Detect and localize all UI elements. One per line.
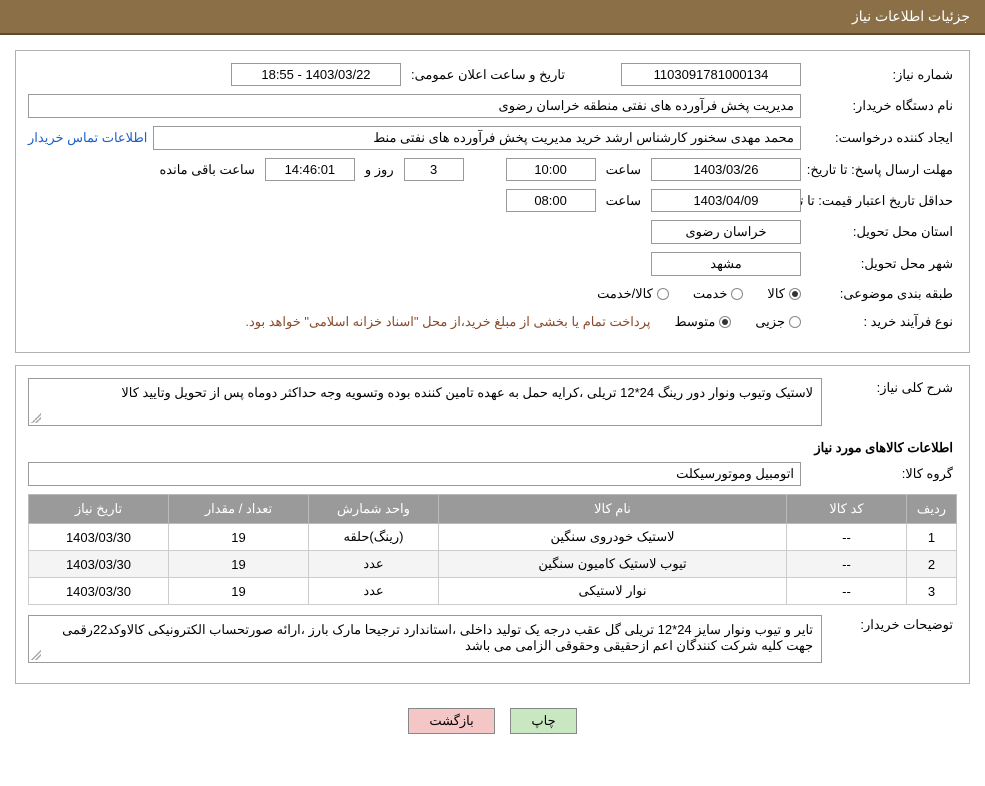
table-row: 3--نوار لاستیکیعدد191403/03/30 xyxy=(29,578,957,605)
table-cell: لاستیک خودروی سنگین xyxy=(439,524,787,551)
group-field: اتومبیل وموتورسیکلت xyxy=(28,462,801,486)
table-column-header: واحد شمارش xyxy=(309,495,439,524)
buyer-notes-text: تایر و تیوب ونوار سایز 24*12 تریلی گل عق… xyxy=(62,622,813,653)
resize-handle-icon[interactable] xyxy=(31,650,41,660)
need-desc-text: لاستیک وتیوب ونوار دور رینگ 24*12 تریلی … xyxy=(121,385,813,400)
radio-icon xyxy=(789,288,801,300)
announce-field: 1403/03/22 - 18:55 xyxy=(231,63,401,86)
buyer-org-label: نام دستگاه خریدار: xyxy=(807,96,957,116)
table-cell: 19 xyxy=(169,551,309,578)
row-buyer-org: نام دستگاه خریدار: مدیریت پخش فرآورده ها… xyxy=(28,94,957,118)
reply-date-field: 1403/03/26 xyxy=(651,158,801,181)
radio-icon xyxy=(719,316,731,328)
reply-time-field: 10:00 xyxy=(506,158,596,181)
days-and-label: روز و xyxy=(361,160,398,180)
group-label: گروه کالا: xyxy=(807,464,957,484)
page-header: جزئیات اطلاعات نیاز xyxy=(0,0,985,35)
table-cell: 1403/03/30 xyxy=(29,524,169,551)
table-cell: -- xyxy=(787,524,907,551)
table-column-header: نام کالا xyxy=(439,495,787,524)
announce-label: تاریخ و ساعت اعلان عمومی: xyxy=(407,65,569,85)
items-panel: شرح کلی نیاز: لاستیک وتیوب ونوار دور رین… xyxy=(15,365,970,684)
table-cell: -- xyxy=(787,551,907,578)
city-field: مشهد xyxy=(651,252,801,276)
page-title: جزئیات اطلاعات نیاز xyxy=(852,8,970,24)
province-label: استان محل تحویل: xyxy=(807,222,957,242)
category-label: طبقه بندی موضوعی: xyxy=(807,284,957,304)
row-group: گروه کالا: اتومبیل وموتورسیکلت xyxy=(28,462,957,486)
table-cell: 1 xyxy=(907,524,957,551)
reply-deadline-label: مهلت ارسال پاسخ: تا تاریخ: xyxy=(807,160,957,180)
table-cell: 19 xyxy=(169,524,309,551)
payment-note: پرداخت تمام یا بخشی از مبلغ خرید،از محل … xyxy=(245,314,650,330)
resize-handle-icon[interactable] xyxy=(31,413,41,423)
details-panel: شماره نیاز: 1103091781000134 تاریخ و ساع… xyxy=(15,50,970,353)
table-cell: 19 xyxy=(169,578,309,605)
table-cell: نوار لاستیکی xyxy=(439,578,787,605)
table-cell: -- xyxy=(787,578,907,605)
requester-field: محمد مهدی سخنور کارشناس ارشد خرید مدیریت… xyxy=(153,126,801,150)
items-table: ردیفکد کالانام کالاواحد شمارشتعداد / مقد… xyxy=(28,494,957,605)
table-body: 1--لاستیک خودروی سنگین(رینگ)حلقه191403/0… xyxy=(29,524,957,605)
radio-goods-service[interactable]: کالا/خدمت xyxy=(597,286,669,302)
row-reply-deadline: مهلت ارسال پاسخ: تا تاریخ: 1403/03/26 سا… xyxy=(28,158,957,181)
row-need-desc: شرح کلی نیاز: لاستیک وتیوب ونوار دور رین… xyxy=(28,378,957,426)
print-button[interactable]: چاپ xyxy=(510,708,576,734)
row-buyer-notes: توضیحات خریدار: تایر و تیوب ونوار سایز 2… xyxy=(28,615,957,663)
countdown-field: 14:46:01 xyxy=(265,158,355,181)
table-cell: 2 xyxy=(907,551,957,578)
row-need-number: شماره نیاز: 1103091781000134 تاریخ و ساع… xyxy=(28,63,957,86)
buyer-org-field: مدیریت پخش فرآورده های نفتی منطقه خراسان… xyxy=(28,94,801,118)
need-desc-label: شرح کلی نیاز: xyxy=(828,378,957,398)
radio-service[interactable]: خدمت xyxy=(693,286,744,302)
hour-label-2: ساعت xyxy=(602,191,645,211)
validity-time-field: 08:00 xyxy=(506,189,596,212)
table-cell: 3 xyxy=(907,578,957,605)
table-column-header: تاریخ نیاز xyxy=(29,495,169,524)
need-number-label: شماره نیاز: xyxy=(807,65,957,85)
table-row: 1--لاستیک خودروی سنگین(رینگ)حلقه191403/0… xyxy=(29,524,957,551)
table-cell: عدد xyxy=(309,578,439,605)
need-desc-textarea[interactable]: لاستیک وتیوب ونوار دور رینگ 24*12 تریلی … xyxy=(28,378,822,426)
table-column-header: کد کالا xyxy=(787,495,907,524)
process-label: نوع فرآیند خرید : xyxy=(807,312,957,332)
items-section-title: اطلاعات کالاهای مورد نیاز xyxy=(28,434,957,462)
contact-link[interactable]: اطلاعات تماس خریدار xyxy=(28,130,147,146)
table-column-header: تعداد / مقدار xyxy=(169,495,309,524)
table-cell: 1403/03/30 xyxy=(29,578,169,605)
buyer-notes-textarea[interactable]: تایر و تیوب ونوار سایز 24*12 تریلی گل عق… xyxy=(28,615,822,663)
table-cell: (رینگ)حلقه xyxy=(309,524,439,551)
row-province: استان محل تحویل: خراسان رضوی xyxy=(28,220,957,244)
table-column-header: ردیف xyxy=(907,495,957,524)
radio-icon xyxy=(657,288,669,300)
row-requester: ایجاد کننده درخواست: محمد مهدی سخنور کار… xyxy=(28,126,957,150)
row-category: طبقه بندی موضوعی: کالا خدمت کالا/خدمت xyxy=(28,284,957,304)
hour-label-1: ساعت xyxy=(602,160,645,180)
province-field: خراسان رضوی xyxy=(651,220,801,244)
row-city: شهر محل تحویل: مشهد xyxy=(28,252,957,276)
buyer-notes-label: توضیحات خریدار: xyxy=(828,615,957,635)
row-process: نوع فرآیند خرید : جزیی متوسط پرداخت تمام… xyxy=(28,312,957,332)
radio-minor[interactable]: جزیی xyxy=(755,314,801,330)
button-row: چاپ بازگشت xyxy=(15,696,970,746)
need-number-field: 1103091781000134 xyxy=(621,63,801,86)
table-cell: تیوب لاستیک کامیون سنگین xyxy=(439,551,787,578)
back-button[interactable]: بازگشت xyxy=(408,708,494,734)
city-label: شهر محل تحویل: xyxy=(807,254,957,274)
radio-icon xyxy=(789,316,801,328)
row-validity: حداقل تاریخ اعتبار قیمت: تا تاریخ: 1403/… xyxy=(28,189,957,212)
radio-icon xyxy=(731,288,743,300)
content-area: شماره نیاز: 1103091781000134 تاریخ و ساع… xyxy=(0,35,985,761)
remaining-label: ساعت باقی مانده xyxy=(155,160,258,180)
table-cell: عدد xyxy=(309,551,439,578)
table-header: ردیفکد کالانام کالاواحد شمارشتعداد / مقد… xyxy=(29,495,957,524)
requester-label: ایجاد کننده درخواست: xyxy=(807,128,957,148)
days-remaining-field: 3 xyxy=(404,158,464,181)
radio-medium[interactable]: متوسط xyxy=(674,314,731,330)
validity-label: حداقل تاریخ اعتبار قیمت: تا تاریخ: xyxy=(807,191,957,211)
radio-goods[interactable]: کالا xyxy=(767,286,801,302)
table-cell: 1403/03/30 xyxy=(29,551,169,578)
table-row: 2--تیوب لاستیک کامیون سنگینعدد191403/03/… xyxy=(29,551,957,578)
validity-date-field: 1403/04/09 xyxy=(651,189,801,212)
